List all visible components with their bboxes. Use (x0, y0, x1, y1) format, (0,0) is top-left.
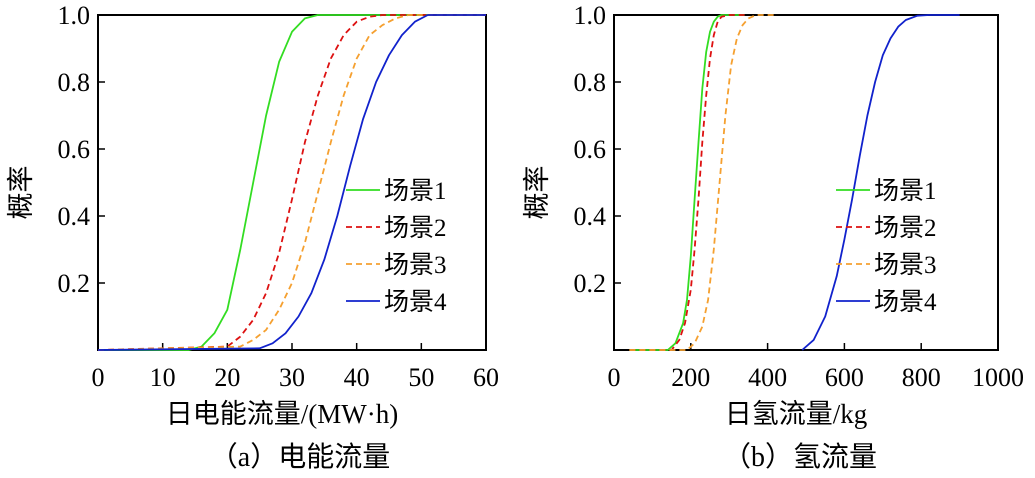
chart-panel-a: 0 10 20 30 40 50 600.20.40.60.81.0 场景1场景2场景3场景… (6, 1, 499, 473)
series-line (98, 14, 486, 351)
y-tick-label: 0.2 (574, 269, 607, 298)
y-tick-label: 0.8 (58, 68, 91, 97)
x-tick-label: 20 (214, 363, 240, 392)
y-tick-label: 0.6 (58, 135, 91, 164)
x-tick-label: 40 (344, 363, 370, 392)
series-line (97, 14, 486, 351)
x-tick-label: 60 (473, 363, 499, 392)
x-tick-label: 0 (92, 363, 105, 392)
x-tick-label: 0 (608, 363, 621, 392)
x-tick-label: 800 (902, 363, 941, 392)
series-line (629, 14, 776, 351)
x-tick-label: 200 (671, 363, 710, 392)
x-tick-label: 1000 (972, 363, 1024, 392)
series-line (97, 14, 486, 351)
legend-label: 场景2 (384, 215, 447, 242)
caption-a: （a）电能流量 (210, 441, 390, 473)
axis-ticks-a: 0 10 20 30 40 50 60 0.2 0.4 0.6 0.8 1.0 (58, 1, 500, 392)
x-tick-label: 400 (748, 363, 787, 392)
y-tick-label: 0.8 (574, 68, 607, 97)
caption-b: （b）氢流量 (723, 441, 877, 473)
x-axis-label-a: 日电能流量/(MW·h) (166, 399, 398, 429)
y-tick-label: 1.0 (58, 1, 91, 30)
legend-label: 场景4 (384, 289, 447, 316)
x-tick-label: 600 (825, 363, 864, 392)
series-group-b (629, 14, 960, 351)
x-tick-label: 50 (408, 363, 434, 392)
series-line (629, 14, 745, 351)
y-tick-label: 1.0 (574, 1, 607, 30)
legend-label: 场景1 (874, 178, 937, 205)
legend-label: 场景2 (874, 215, 937, 242)
legend-label: 场景4 (874, 289, 937, 316)
x-tick-label: 30 (279, 363, 305, 392)
axis-ticks-b: 0 200 400 600 800 1000 0.2 0.4 0.6 0.8 1.0 (574, 1, 1025, 392)
legend-a: 场景1 场景2 场景3 场景4 (346, 178, 447, 316)
plot-frame-b (613, 14, 999, 351)
y-axis-label-a: 概率 (6, 166, 36, 220)
y-tick-label: 0.4 (574, 202, 607, 231)
series-line (97, 14, 486, 351)
x-axis-label-b: 日氢流量/kg (725, 399, 868, 429)
x-tick-label: 10 (150, 363, 176, 392)
series-group-a (97, 14, 486, 351)
y-tick-label: 0.4 (58, 202, 91, 231)
legend-label: 场景3 (384, 252, 447, 279)
series-line (629, 14, 745, 351)
legend-label: 场景1 (384, 178, 447, 205)
series-line (801, 14, 960, 351)
y-axis-label-b: 概率 (522, 166, 552, 220)
y-tick-label: 0.6 (574, 135, 607, 164)
legend-label: 场景3 (874, 252, 937, 279)
legend-b: 场景1 场景2 场景3 场景4 (836, 178, 937, 316)
y-tick-label: 0.2 (58, 269, 91, 298)
